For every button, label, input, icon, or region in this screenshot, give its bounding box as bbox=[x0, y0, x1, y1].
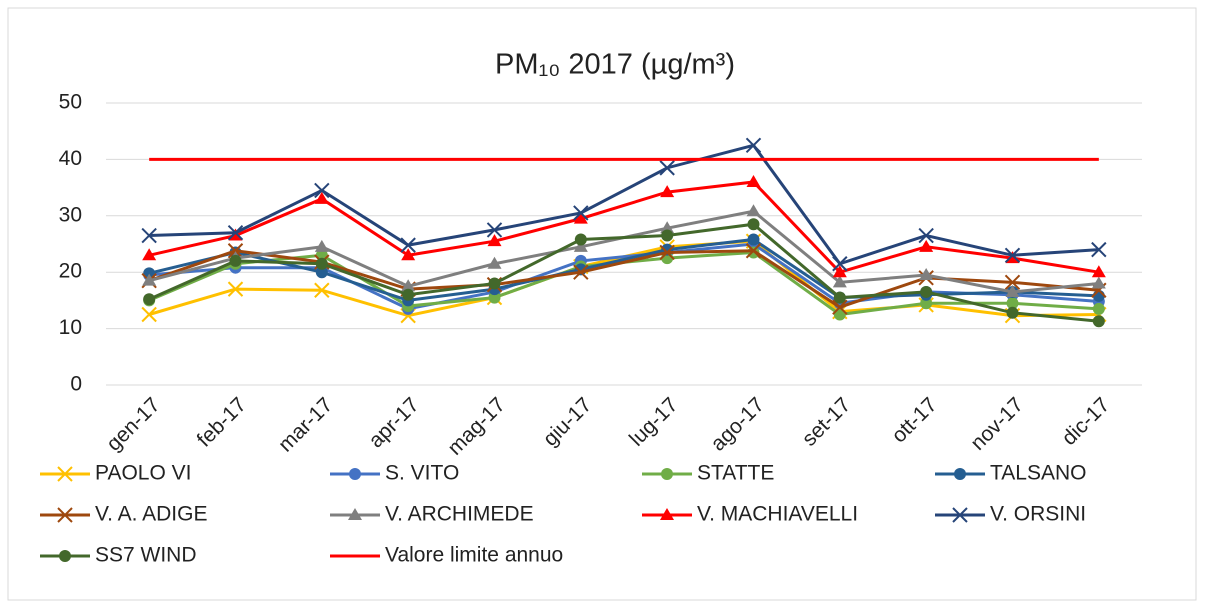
point bbox=[314, 182, 330, 199]
point bbox=[141, 306, 157, 323]
point bbox=[227, 243, 244, 259]
legend-marker bbox=[349, 468, 361, 480]
point bbox=[832, 265, 847, 278]
chart-title: PM₁₀ 2017 (µg/m³) bbox=[495, 49, 735, 81]
point bbox=[661, 229, 674, 242]
point bbox=[920, 285, 933, 298]
y-tick-label: 30 bbox=[59, 203, 82, 226]
point bbox=[573, 205, 589, 221]
point bbox=[141, 227, 157, 244]
point bbox=[401, 279, 416, 292]
point bbox=[487, 256, 502, 269]
point bbox=[1004, 247, 1021, 263]
point bbox=[488, 291, 501, 304]
point bbox=[142, 273, 157, 286]
point bbox=[315, 266, 328, 279]
legend-label: S. VITO bbox=[385, 462, 459, 485]
point bbox=[659, 160, 675, 176]
legend-marker bbox=[954, 468, 966, 480]
y-tick-label: 10 bbox=[59, 316, 82, 339]
point bbox=[1005, 284, 1020, 297]
point bbox=[745, 243, 762, 259]
legend-marker bbox=[661, 468, 673, 480]
legend-label: V. MACHIAVELLI bbox=[697, 503, 858, 526]
legend-label: STATTE bbox=[697, 462, 774, 485]
point bbox=[1092, 302, 1105, 315]
point bbox=[402, 288, 415, 301]
point bbox=[314, 239, 329, 252]
legend-label: SS7 WIND bbox=[95, 544, 197, 567]
point bbox=[746, 204, 761, 217]
point bbox=[142, 248, 157, 261]
y-tick-label: 40 bbox=[59, 147, 82, 170]
point bbox=[486, 222, 503, 238]
point bbox=[1004, 274, 1021, 291]
point bbox=[920, 297, 933, 310]
legend-label: V. ORSINI bbox=[990, 503, 1086, 526]
series-line bbox=[148, 180, 1100, 274]
y-tick-label: 0 bbox=[70, 373, 82, 396]
point bbox=[315, 257, 328, 270]
point bbox=[919, 239, 934, 252]
point bbox=[1006, 297, 1019, 310]
point bbox=[1091, 276, 1106, 289]
legend-marker bbox=[57, 466, 73, 482]
point bbox=[832, 275, 847, 288]
y-tick-label: 20 bbox=[59, 260, 82, 283]
point bbox=[400, 237, 416, 253]
point bbox=[1092, 315, 1105, 328]
point bbox=[747, 233, 760, 246]
point bbox=[832, 299, 848, 315]
point bbox=[659, 244, 675, 261]
legend-label: TALSANO bbox=[990, 462, 1086, 485]
y-tick-label: 50 bbox=[59, 91, 82, 114]
legend-marker bbox=[660, 508, 674, 520]
legend-marker bbox=[59, 550, 71, 562]
series-line bbox=[149, 143, 1099, 266]
legend-marker bbox=[952, 507, 968, 523]
point bbox=[573, 264, 589, 280]
point bbox=[574, 233, 587, 246]
series-line bbox=[148, 222, 1099, 323]
point bbox=[660, 221, 675, 234]
point bbox=[833, 291, 846, 304]
point bbox=[1092, 289, 1105, 302]
legend-label: PAOLO VI bbox=[95, 462, 191, 485]
point bbox=[918, 227, 934, 244]
point bbox=[229, 254, 242, 267]
point bbox=[573, 239, 588, 252]
point bbox=[143, 293, 156, 306]
point bbox=[1091, 265, 1106, 278]
point bbox=[745, 137, 762, 154]
point bbox=[314, 191, 329, 204]
legend-label: V. ARCHIMEDE bbox=[385, 503, 534, 526]
point bbox=[832, 256, 848, 272]
legend-marker bbox=[57, 507, 73, 523]
point bbox=[1091, 241, 1107, 258]
point bbox=[488, 277, 501, 290]
point bbox=[1006, 306, 1019, 319]
point bbox=[314, 282, 330, 298]
point bbox=[401, 248, 416, 261]
point bbox=[746, 174, 761, 187]
point bbox=[573, 211, 588, 224]
point bbox=[747, 218, 760, 231]
legend-label: Valore limite annuo bbox=[385, 544, 563, 567]
point bbox=[227, 281, 244, 297]
point bbox=[919, 268, 934, 281]
point bbox=[487, 234, 502, 247]
point bbox=[660, 185, 675, 198]
legend-marker bbox=[348, 508, 362, 520]
legend-label: V. A. ADIGE bbox=[95, 503, 207, 526]
point bbox=[227, 225, 244, 241]
